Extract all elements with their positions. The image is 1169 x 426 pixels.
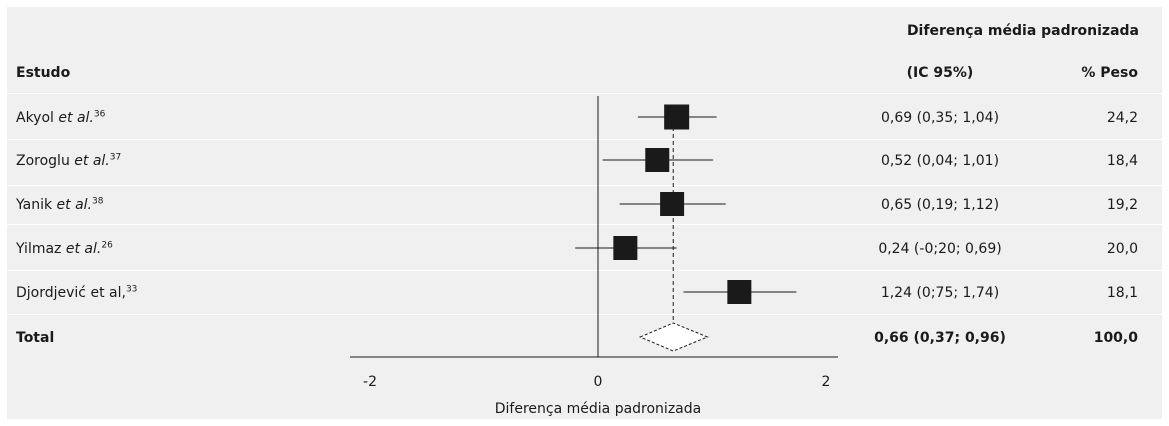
header-study: Estudo bbox=[16, 65, 71, 81]
study-weight: 18,1 bbox=[1106, 285, 1138, 301]
study-point-square bbox=[660, 192, 685, 216]
study-label: Yilmaz et al.26 bbox=[16, 240, 113, 257]
total-label: Total bbox=[16, 330, 55, 346]
row-separator bbox=[7, 139, 1162, 140]
header-group-title: Diferença média padronizada bbox=[906, 23, 1139, 39]
row-separator bbox=[7, 270, 1162, 271]
study-label: Zoroglu et al.37 bbox=[16, 152, 122, 169]
x-tick-label: 0 bbox=[594, 374, 603, 390]
study-label: Yanik et al.38 bbox=[16, 196, 104, 213]
study-point-square bbox=[727, 280, 752, 304]
total-ci-text: 0,66 (0,37; 0,96) bbox=[874, 330, 1006, 346]
total-weight: 100,0 bbox=[1093, 330, 1138, 346]
row-separator bbox=[7, 93, 1162, 94]
study-weight: 18,4 bbox=[1106, 153, 1138, 169]
study-ci-text: 0,24 (-0;20; 0,69) bbox=[878, 241, 1002, 257]
header-ci: (IC 95%) bbox=[906, 65, 974, 81]
study-ci-text: 0,52 (0,04; 1,01) bbox=[880, 153, 1000, 169]
study-point-square bbox=[613, 236, 638, 260]
study-label: Akyol et al.36 bbox=[16, 109, 106, 126]
study-point-square bbox=[664, 104, 690, 130]
study-ci-text: 0,69 (0,35; 1,04) bbox=[880, 110, 1000, 126]
row-separator bbox=[7, 185, 1162, 186]
x-tick-label: -2 bbox=[363, 374, 377, 390]
study-label: Djordjević et al,33 bbox=[16, 284, 138, 301]
row-separator bbox=[7, 314, 1162, 315]
x-axis-label: Diferença média padronizada bbox=[494, 401, 702, 417]
row-separator bbox=[7, 224, 1162, 225]
x-tick-label: 2 bbox=[822, 374, 831, 390]
study-ci-text: 1,24 (0;75; 1,74) bbox=[880, 285, 1000, 301]
study-weight: 24,2 bbox=[1106, 110, 1138, 126]
header-weight: % Peso bbox=[1081, 65, 1138, 81]
study-weight: 19,2 bbox=[1106, 197, 1138, 213]
figure-background bbox=[7, 7, 1162, 419]
study-weight: 20,0 bbox=[1106, 241, 1138, 257]
pooled-diamond bbox=[638, 322, 709, 352]
study-point-square bbox=[645, 148, 670, 172]
study-ci-text: 0,65 (0,19; 1,12) bbox=[880, 197, 1000, 213]
